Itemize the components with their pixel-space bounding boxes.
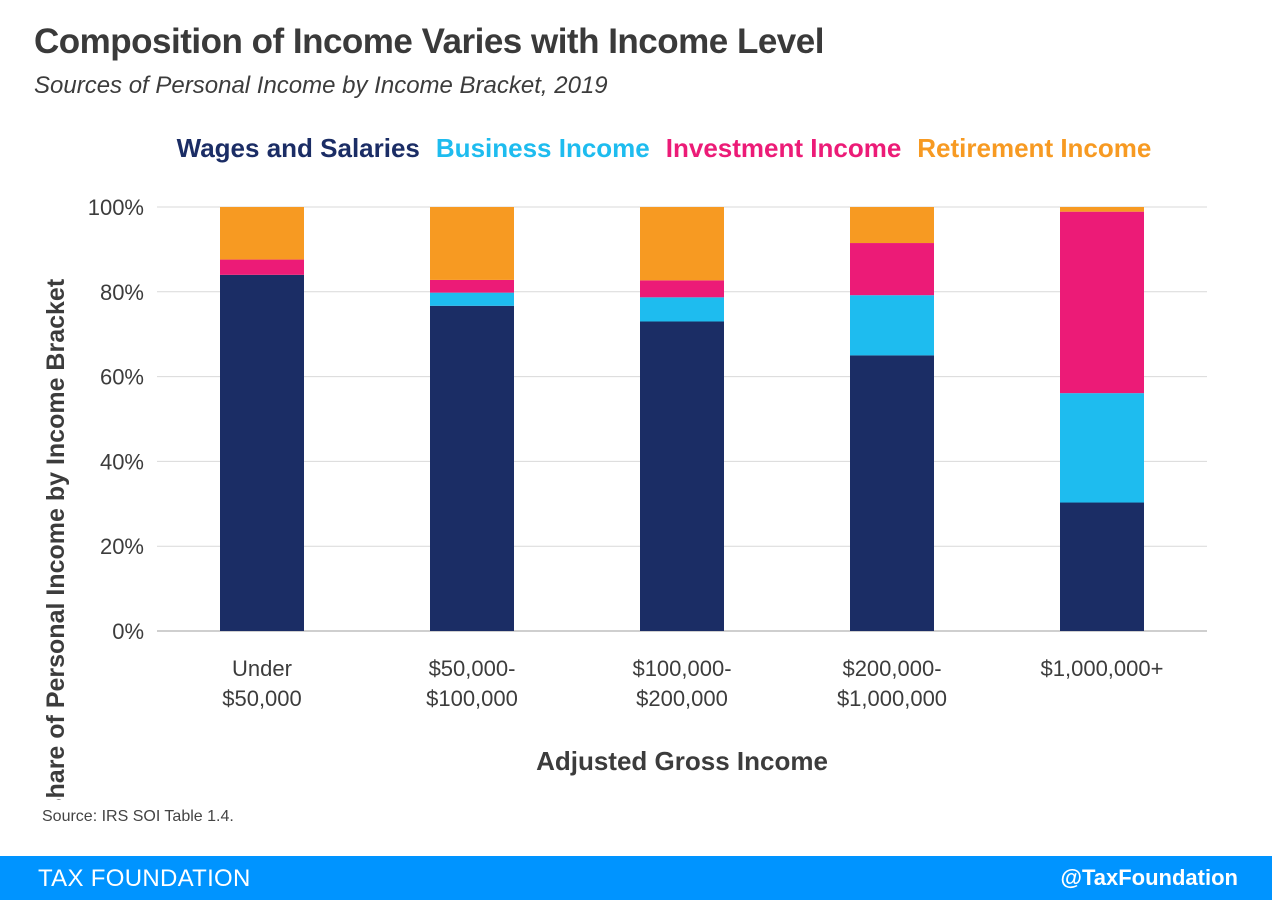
legend-item: Retirement Income bbox=[917, 133, 1151, 163]
y-tick-label: 40% bbox=[100, 449, 144, 474]
bars bbox=[220, 207, 1144, 631]
legend-item: Investment Income bbox=[666, 133, 902, 163]
legend-text: Wages and Salaries Business Income Investm… bbox=[177, 133, 1152, 163]
bar-segment bbox=[220, 259, 304, 275]
x-tick-label: $100,000-$200,000 bbox=[632, 656, 731, 711]
bar-segment bbox=[850, 295, 934, 356]
bar-segment bbox=[850, 355, 934, 631]
y-tick-label: 100% bbox=[88, 195, 144, 220]
x-tick-label: $200,000-$1,000,000 bbox=[837, 656, 947, 711]
y-tick-label: 60% bbox=[100, 365, 144, 390]
y-axis: 0% 20% 40% 60% 80% 100% bbox=[88, 195, 144, 644]
footer-brand: TAX FOUNDATION bbox=[38, 865, 251, 892]
bar-segment bbox=[850, 243, 934, 296]
bar-segment bbox=[1060, 393, 1144, 503]
y-tick-label: 20% bbox=[100, 534, 144, 559]
bar-segment bbox=[220, 207, 304, 260]
footer-bar: TAX FOUNDATION @TaxFoundation bbox=[0, 856, 1272, 900]
chart-subtitle: Sources of Personal Income by Income Bra… bbox=[34, 72, 608, 99]
legend-item: Business Income bbox=[436, 133, 650, 163]
bar-segment bbox=[640, 280, 724, 298]
y-tick-label: 80% bbox=[100, 280, 144, 305]
bar-segment bbox=[430, 279, 514, 293]
footer-handle: @TaxFoundation bbox=[1060, 865, 1238, 890]
stacked-bar-chart: Wages and Salaries Business Income Investm… bbox=[42, 133, 1207, 800]
chart-title: Composition of Income Varies with Income… bbox=[34, 22, 824, 61]
bar-segment bbox=[850, 207, 934, 244]
bar-segment bbox=[1060, 207, 1144, 212]
y-axis-title: Share of Personal Income by Income Brack… bbox=[42, 278, 70, 800]
y-tick-label: 0% bbox=[112, 619, 144, 644]
bar-segment bbox=[640, 321, 724, 631]
chart-legend: Wages and Salaries Business Income Investm… bbox=[177, 133, 1152, 163]
legend-item: Wages and Salaries bbox=[177, 133, 420, 163]
bar-segment bbox=[220, 274, 304, 631]
bar-segment bbox=[640, 207, 724, 281]
bar-segment bbox=[430, 292, 514, 306]
bar-segment bbox=[430, 305, 514, 631]
bar-segment bbox=[1060, 502, 1144, 631]
bar-segment bbox=[640, 297, 724, 322]
x-tick-label: $1,000,000+ bbox=[1041, 656, 1164, 681]
x-axis: Under $50,000 $50,000-$100,000 $100,000-$20… bbox=[222, 656, 1163, 711]
source-note: Source: IRS SOI Table 1.4. bbox=[42, 808, 234, 825]
bar-segment bbox=[1060, 211, 1144, 394]
x-axis-title: Adjusted Gross Income bbox=[536, 746, 828, 776]
x-tick-label: Under $50,000 bbox=[222, 656, 302, 711]
x-tick-label: $50,000-$100,000 bbox=[426, 656, 518, 711]
bar-segment bbox=[430, 207, 514, 280]
